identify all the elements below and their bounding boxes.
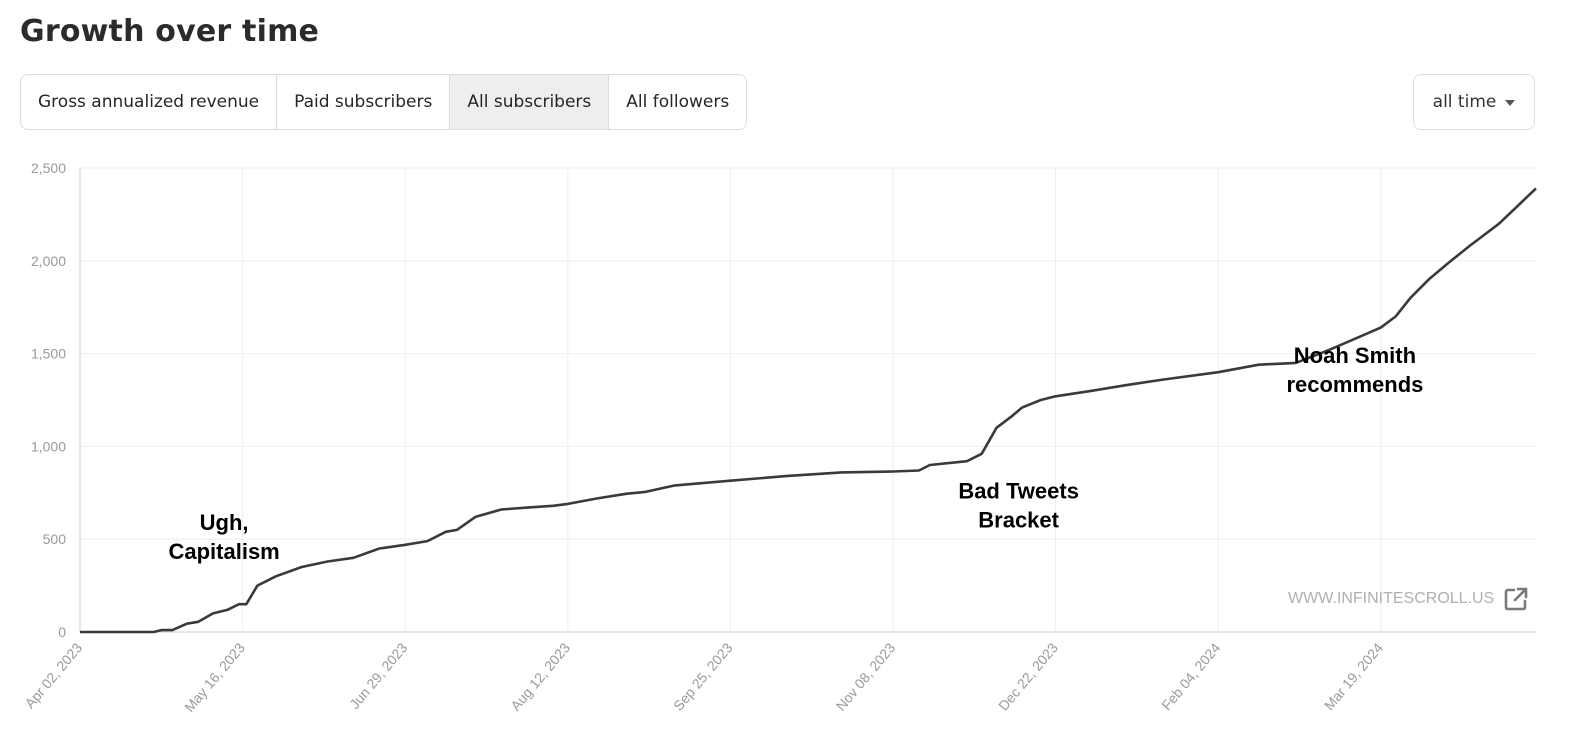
tab-gross-annualized-revenue[interactable]: Gross annualized revenue <box>21 75 278 129</box>
y-tick-label: 2,000 <box>31 253 66 269</box>
time-range-select[interactable]: all time <box>1413 74 1535 130</box>
tab-paid-subscribers[interactable]: Paid subscribers <box>277 75 451 129</box>
x-tick-label: Dec 22, 2023 <box>995 639 1061 713</box>
tab-all-subscribers[interactable]: All subscribers <box>450 75 610 129</box>
external-link-icon <box>1504 587 1528 611</box>
tab-all-followers[interactable]: All followers <box>626 92 730 112</box>
y-tick-label: 1,000 <box>31 438 66 454</box>
annotation-line: Ugh, <box>200 510 249 535</box>
chart-annotation: Bad Tweets Bracket <box>958 478 1079 532</box>
y-tick-label: 2,500 <box>31 160 66 176</box>
x-tick-label: Feb 04, 2024 <box>1158 639 1223 713</box>
caret-down-icon <box>1505 100 1516 106</box>
page-title: Growth over time <box>20 14 320 49</box>
chart-annotation: Noah Smith recommends <box>1286 343 1423 397</box>
x-tick-label: May 16, 2023 <box>181 639 248 714</box>
y-tick-label: 0 <box>58 624 66 640</box>
x-tick-label: Sep 25, 2023 <box>670 639 736 713</box>
annotation-line: Capitalism <box>168 539 279 564</box>
annotation-line: Bracket <box>978 507 1059 532</box>
annotation-line: Noah Smith <box>1294 343 1416 368</box>
time-range-value: all time <box>1432 92 1497 112</box>
x-tick-label: Aug 12, 2023 <box>507 639 573 713</box>
x-tick-label: Jun 29, 2023 <box>346 639 410 711</box>
watermark-text: WWW.INFINITESCROLL.US <box>1288 590 1495 607</box>
chart-annotation: Ugh, Capitalism <box>168 510 279 564</box>
x-tick-label: Apr 02, 2023 <box>22 639 86 711</box>
y-tick-label: 1,500 <box>31 346 66 362</box>
x-tick-label: Mar 19, 2024 <box>1321 639 1386 713</box>
x-tick-label: Nov 08, 2023 <box>832 639 898 713</box>
metric-tabs: Gross annualized revenue Paid subscriber… <box>20 74 748 130</box>
annotation-line: recommends <box>1286 372 1423 397</box>
series-line <box>80 187 1537 634</box>
watermark-link[interactable]: WWW.INFINITESCROLL.US <box>1288 585 1530 613</box>
annotation-line: Bad Tweets <box>958 478 1079 503</box>
y-tick-label: 500 <box>43 531 67 547</box>
